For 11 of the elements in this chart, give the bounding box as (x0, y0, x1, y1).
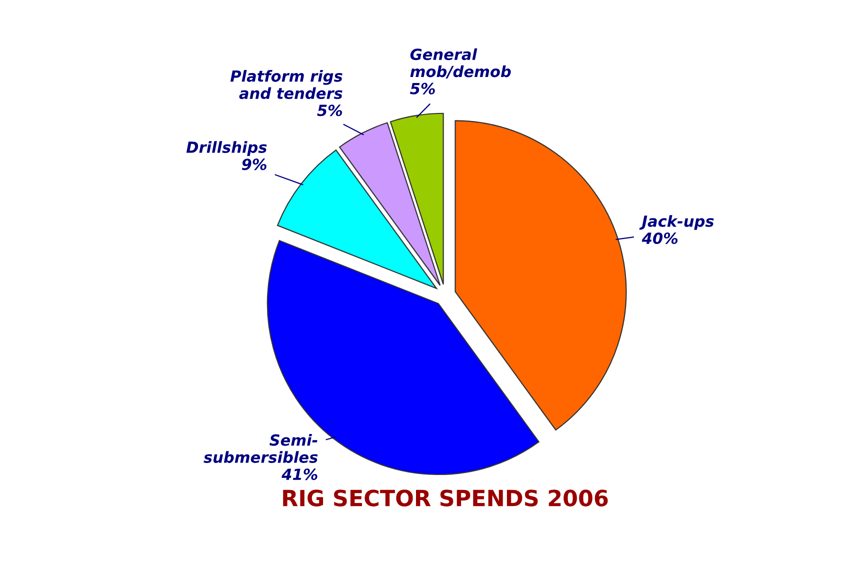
data-label: 40% (642, 232, 678, 244)
data-label: 5% (410, 82, 435, 94)
text: RIG SECTOR SPENDS 2006 (283, 490, 608, 506)
data-label: 9% (242, 158, 266, 170)
data-label: 5% (317, 104, 342, 116)
slice-label: Semi- submersibles (204, 434, 318, 463)
data-label: 41% (282, 468, 318, 480)
slice-label: Drillships (186, 141, 267, 156)
slice-label: Platform rigs and tenders (230, 70, 342, 100)
slice-label: General mob/demob (410, 48, 511, 78)
slice-label: Jack-ups (639, 215, 714, 230)
